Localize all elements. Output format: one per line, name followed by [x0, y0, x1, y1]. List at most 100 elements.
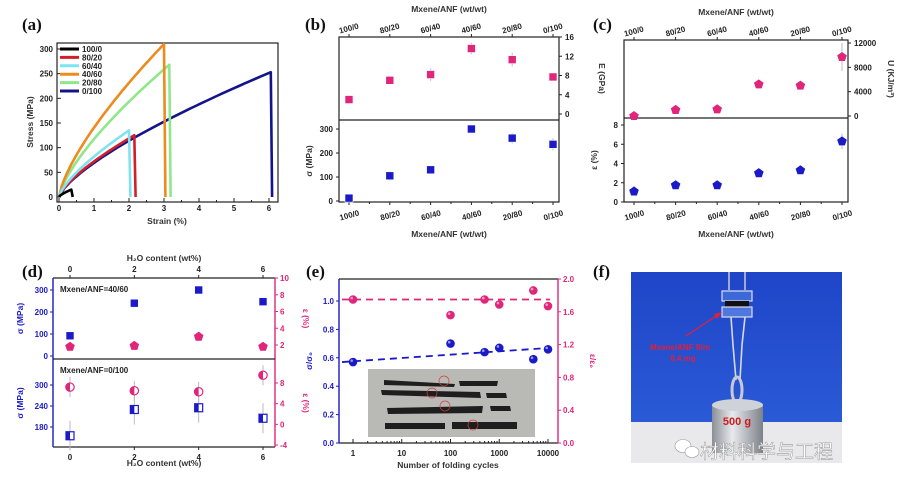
x-tick-label: 20/80 — [502, 208, 524, 222]
sigma-point — [258, 297, 268, 306]
epsilon-ratio-point — [348, 295, 358, 304]
x-tick-label-top: 4 — [196, 265, 201, 274]
x-tick-label: 10000 — [537, 449, 560, 458]
weight-body — [712, 405, 763, 453]
sigma-ratio-point-highlight — [350, 359, 354, 362]
y-tick-label-right: 8000 — [854, 63, 872, 72]
epsilon-ratio-point-highlight — [350, 296, 354, 300]
sigma-ratio-point — [480, 347, 489, 357]
data-point-top — [670, 104, 681, 114]
x-tick-label-top: 6 — [261, 265, 266, 274]
y-tick-label-left: 300 — [35, 286, 49, 295]
y-tick-label-right: 1.2 — [563, 341, 575, 350]
data-point-top — [712, 104, 722, 114]
y-tick-label: 0 — [49, 193, 54, 202]
x-axis-label-top: Mxene/ANF (wt/wt) — [411, 4, 487, 14]
data-point-top — [344, 95, 354, 104]
film-strip — [452, 422, 517, 429]
y-tick-label-right: 0 — [565, 110, 570, 119]
y-tick-label-left: 100 — [320, 173, 334, 182]
x-tick-label-top: 100/0 — [623, 24, 645, 38]
binder-clip-top — [721, 290, 753, 302]
curve-60-40 — [57, 129, 132, 198]
wechat-watermark: 材料科学与工程 — [674, 439, 833, 463]
x-tick-label-top: 0/100 — [831, 24, 853, 38]
x-tick-label: 10 — [397, 449, 406, 458]
x-tick-label: 80/20 — [379, 208, 401, 222]
data-point-bottom — [670, 180, 681, 190]
x-tick-label: 1000 — [490, 449, 508, 458]
y-tick-label-left: 180 — [35, 423, 49, 432]
annotation: Mxene/ANF=0/100 — [60, 366, 129, 375]
y-tick-label-right: 4 — [565, 91, 570, 100]
epsilon-point — [193, 331, 204, 341]
x-tick-label-top: 100/0 — [338, 21, 360, 35]
data-point-top — [385, 76, 395, 85]
curve-20-80 — [57, 63, 172, 198]
sigma-ratio-point-highlight — [481, 349, 485, 353]
curve-100-0 — [57, 188, 74, 198]
x-tick-label: 0/100 — [832, 208, 854, 222]
epsilon-ratio-point — [494, 300, 504, 309]
arrow-head-icon — [714, 312, 722, 319]
x-tick-label: 40/60 — [748, 208, 770, 222]
data-point-top — [426, 70, 435, 79]
wire-hanger — [730, 316, 746, 381]
y-tick-label-left: 0 — [614, 198, 619, 207]
x-tick-label: 5 — [232, 204, 237, 213]
data-point-bottom — [837, 136, 847, 146]
y-axis-label-right: ε (%) — [301, 309, 311, 329]
data-point-bottom — [795, 165, 806, 175]
binder-clip-bottom — [721, 306, 753, 318]
y-tick-label-right: 4 — [280, 324, 285, 333]
panel-label-c: (c) — [593, 15, 612, 34]
x-tick-label: 20/80 — [790, 208, 812, 222]
sigma-ratio-point — [348, 357, 358, 367]
epsilon-ratio-point-highlight — [496, 301, 500, 305]
data-point-top — [548, 72, 558, 82]
x-tick-label-top: 40/60 — [748, 24, 770, 38]
sigma-point — [65, 331, 75, 341]
legend-label: 100/0 — [82, 45, 103, 54]
x-axis-label-top: H₂O content (wt%) — [127, 253, 202, 263]
y-tick-label: 100 — [40, 144, 54, 153]
epsilon-ratio-point — [446, 310, 455, 320]
y-axis-label-left: σ (MPa) — [304, 145, 314, 176]
x-tick-label-top: 0 — [68, 265, 73, 274]
x-axis-label: H₂O content (wt%) — [127, 458, 202, 468]
x-tick-label: 2 — [132, 453, 137, 462]
sigma-point-fill — [194, 403, 199, 412]
y-tick-label-right: 8 — [280, 379, 285, 388]
arrow-line — [685, 313, 720, 337]
sigma-ratio-point-highlight — [496, 345, 500, 348]
epsilon-point — [65, 341, 75, 351]
y-tick-label-left: 300 — [35, 381, 49, 390]
y-axis-label-left: σ (MPa) — [15, 387, 25, 418]
data-point-top — [837, 52, 847, 61]
y-tick-label-left: 0 — [329, 197, 334, 206]
photo-f: Mxene/ANF film 8.4 mg 500 g — [631, 272, 842, 463]
y-axis-label-right: ε/ε₀ — [588, 354, 598, 368]
data-point-top — [754, 79, 764, 89]
sigma-point-fill — [66, 431, 70, 440]
x-tick-label: 3 — [162, 204, 167, 213]
curve-40-60 — [57, 42, 167, 198]
data-point-bottom — [507, 133, 517, 143]
y-tick-label-right: 12 — [565, 52, 574, 61]
x-tick-label: 60/40 — [707, 208, 729, 222]
epsilon-point-fill — [194, 387, 199, 396]
y-tick-label-left: 0.0 — [323, 439, 335, 448]
panel-label-e: (e) — [306, 262, 325, 281]
x-tick-label-top: 80/20 — [665, 24, 687, 38]
data-point-top — [507, 55, 517, 64]
film-sample — [725, 301, 749, 307]
data-point-bottom — [548, 140, 558, 149]
y-tick-label-right: 10 — [280, 274, 289, 283]
y-tick-label-right: 0.8 — [563, 373, 575, 382]
y-axis-label-left: σ (MPa) — [15, 303, 25, 334]
watermark-text: 材料科学与工程 — [700, 441, 833, 463]
panel-label-d: (d) — [22, 262, 43, 281]
x-tick-label: 100/0 — [624, 208, 646, 222]
y-axis-label-right: U (KJ/m³) — [886, 60, 896, 98]
y-tick-label: 300 — [40, 45, 54, 54]
